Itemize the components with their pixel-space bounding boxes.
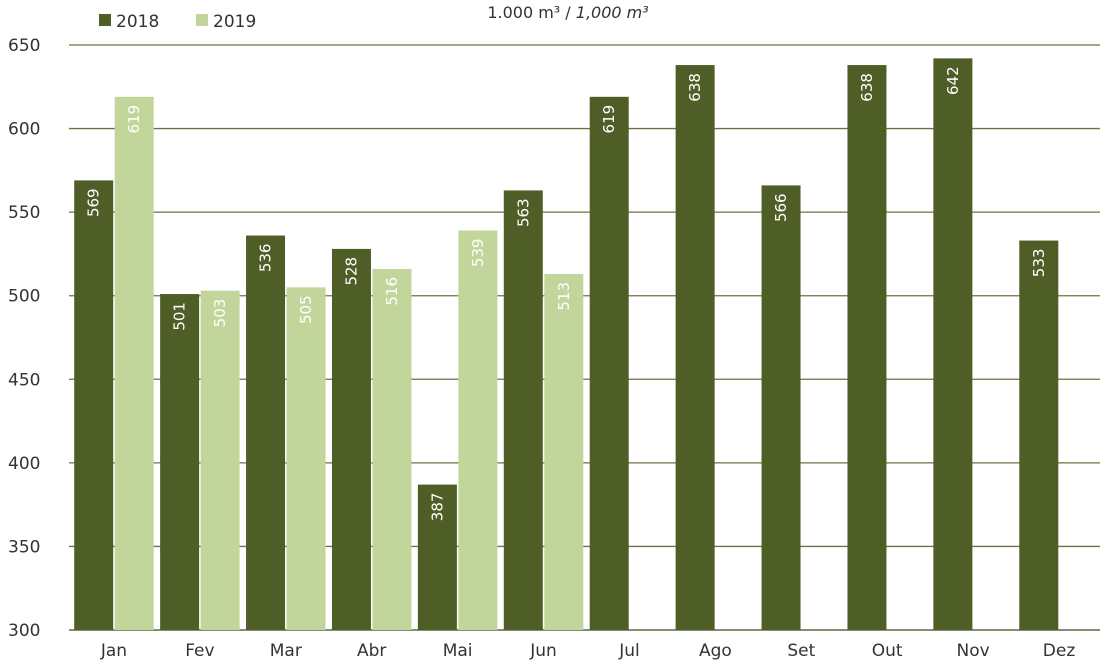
bar-2018-jul xyxy=(589,96,629,631)
bar-value-label: 566 xyxy=(772,193,790,222)
legend-label-2019: 2019 xyxy=(213,12,256,32)
x-tick-label: Dez xyxy=(1043,641,1076,661)
x-tick-label: Mar xyxy=(270,641,302,661)
bar-value-label: 536 xyxy=(257,244,275,273)
bar-value-label: 539 xyxy=(469,239,487,268)
bar-value-label: 619 xyxy=(125,105,143,134)
bars xyxy=(74,58,1059,631)
bar-2019-fev xyxy=(200,290,240,630)
bar-value-label: 638 xyxy=(858,73,876,102)
y-tick-label: 350 xyxy=(8,537,40,557)
bar-value-label: 533 xyxy=(1030,249,1048,278)
bar-value-label: 505 xyxy=(297,295,315,324)
x-tick-label: Jun xyxy=(529,641,557,661)
legend: 2018 2019 xyxy=(99,12,256,32)
bar-2018-mar xyxy=(246,235,286,631)
bar-2018-ago xyxy=(675,65,715,631)
bar-value-label: 528 xyxy=(342,257,360,286)
bar-2018-mai xyxy=(417,484,457,630)
x-tick-label: Jul xyxy=(618,641,640,661)
x-tick-label: Ago xyxy=(699,641,732,661)
legend-label-2018: 2018 xyxy=(116,12,159,32)
legend-swatch-2018 xyxy=(99,14,111,26)
bar-2018-out xyxy=(847,65,887,631)
bar-2018-nov xyxy=(933,58,973,630)
bar-value-label: 569 xyxy=(85,188,103,217)
bar-value-label: 563 xyxy=(514,198,532,227)
x-tick-label: Set xyxy=(787,641,815,661)
bar-2018-jun xyxy=(503,190,543,630)
bar-value-label: 387 xyxy=(428,493,446,522)
x-tick-label: Jan xyxy=(100,641,127,661)
legend-swatch-2019 xyxy=(196,14,208,26)
y-tick-label: 450 xyxy=(8,370,40,390)
bar-value-label: 501 xyxy=(171,302,189,331)
x-tick-label: Out xyxy=(872,641,903,661)
bar-2019-mai xyxy=(458,230,498,630)
bar-value-label: 513 xyxy=(555,282,573,311)
data-labels: 569 619 501 503 536 505 528 516 387 539 563 513 619 6… xyxy=(85,66,1048,521)
gridlines xyxy=(69,44,1100,631)
bar-value-label: 642 xyxy=(944,66,962,95)
x-axis: Jan Fev Mar Abr Mai Jun Jul Ago Set Out Nov Dez xyxy=(100,641,1075,661)
y-tick-label: 550 xyxy=(8,203,40,223)
bar-value-label: 619 xyxy=(600,105,618,134)
bar-2018-dez xyxy=(1019,240,1059,631)
bar-value-label: 516 xyxy=(383,277,401,306)
bar-value-label: 503 xyxy=(211,299,229,328)
bar-2019-mar xyxy=(286,287,326,630)
y-tick-label: 650 xyxy=(8,36,40,56)
y-axis: 300 350 400 450 500 550 600 650 xyxy=(8,36,40,641)
bar-2018-abr xyxy=(331,248,371,630)
x-tick-label: Abr xyxy=(357,641,386,661)
bar-value-label: 638 xyxy=(686,73,704,102)
x-tick-label: Nov xyxy=(957,641,990,661)
bar-2019-jun xyxy=(544,273,584,630)
unit-label: 1.000 m³ / 1,000 m³ xyxy=(487,3,648,22)
bar-2018-set xyxy=(761,185,801,630)
x-tick-label: Fev xyxy=(185,641,214,661)
y-tick-label: 300 xyxy=(8,621,40,641)
bar-2018-fev xyxy=(160,294,200,630)
y-tick-label: 500 xyxy=(8,287,40,307)
x-tick-label: Mai xyxy=(443,641,473,661)
bar-2019-abr xyxy=(372,268,412,630)
bar-2018-jan xyxy=(74,180,114,630)
y-tick-label: 600 xyxy=(8,120,40,140)
y-tick-label: 400 xyxy=(8,454,40,474)
bar-2019-jan xyxy=(114,96,154,631)
